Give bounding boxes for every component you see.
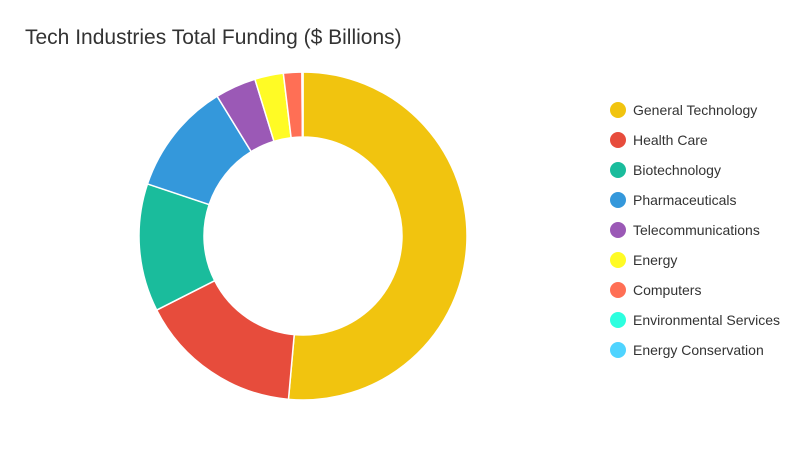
legend-swatch xyxy=(610,222,626,238)
legend-label: General Technology xyxy=(633,102,758,118)
legend-item-general-technology[interactable]: General Technology xyxy=(610,95,780,125)
legend-swatch xyxy=(610,342,626,358)
slice-energy-conservation[interactable] xyxy=(301,71,304,138)
legend-swatch xyxy=(610,282,626,298)
legend-swatch xyxy=(610,252,626,268)
chart-title: Tech Industries Total Funding ($ Billion… xyxy=(25,26,402,49)
legend-item-health-care[interactable]: Health Care xyxy=(610,125,780,155)
legend-label: Computers xyxy=(633,282,702,298)
legend-item-energy-conservation[interactable]: Energy Conservation xyxy=(610,335,780,365)
legend-swatch xyxy=(610,192,626,208)
legend-item-pharmaceuticals[interactable]: Pharmaceuticals xyxy=(610,185,780,215)
legend-item-environmental-services[interactable]: Environmental Services xyxy=(610,305,780,335)
legend-swatch xyxy=(610,102,626,118)
legend-label: Health Care xyxy=(633,132,708,148)
legend-label: Energy xyxy=(633,252,678,268)
chart-legend: General Technology Health Care Biotechnolo… xyxy=(610,95,780,365)
legend-item-computers[interactable]: Computers xyxy=(610,275,780,305)
legend-label: Energy Conservation xyxy=(633,342,764,358)
legend-swatch xyxy=(610,132,626,148)
legend-swatch xyxy=(610,312,626,328)
legend-label: Environmental Services xyxy=(633,312,781,328)
legend-label: Biotechnology xyxy=(633,162,721,178)
legend-label: Telecommunications xyxy=(633,222,760,238)
legend-label: Pharmaceuticals xyxy=(633,192,737,208)
legend-item-energy[interactable]: Energy xyxy=(610,245,780,275)
legend-item-biotechnology[interactable]: Biotechnology xyxy=(610,155,780,185)
legend-item-telecommunications[interactable]: Telecommunications xyxy=(610,215,780,245)
legend-swatch xyxy=(610,162,626,178)
slice-general-technology[interactable] xyxy=(287,71,468,401)
